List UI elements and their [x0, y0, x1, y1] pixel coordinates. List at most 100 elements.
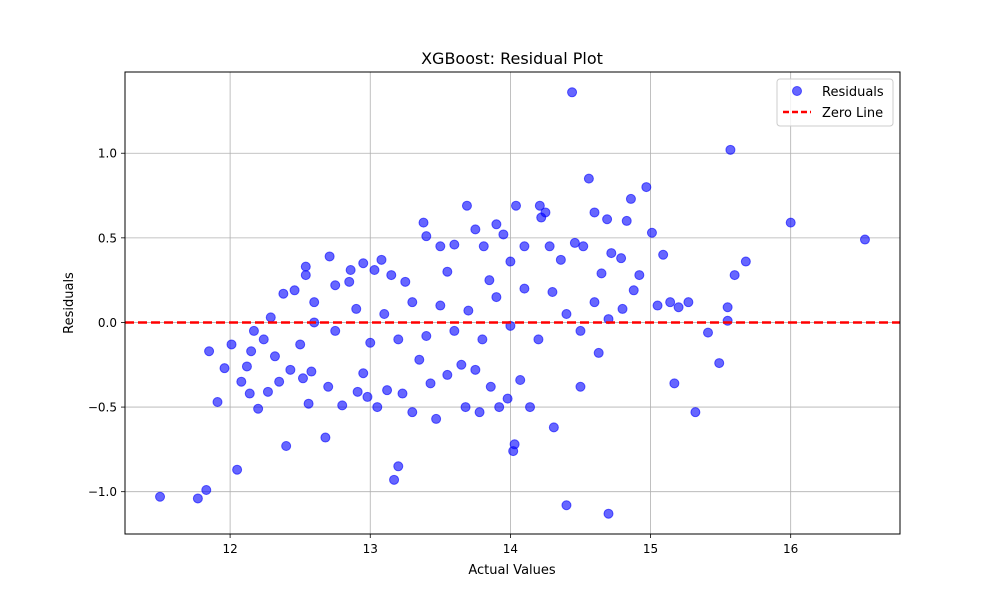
residual-point — [269, 351, 280, 362]
residual-point — [683, 297, 694, 308]
legend: Residuals Zero Line — [776, 78, 894, 127]
plot-frame — [124, 71, 901, 535]
residual-point — [449, 239, 460, 250]
residual-point — [485, 381, 496, 392]
residual-point — [400, 276, 411, 287]
residual-point — [358, 258, 369, 269]
residual-point — [703, 327, 714, 338]
residual-point — [155, 491, 166, 502]
legend-marker-residuals — [792, 86, 802, 96]
residual-point — [258, 334, 269, 345]
residual-point — [658, 249, 669, 260]
residual-point — [484, 275, 495, 286]
residual-point — [369, 265, 380, 275]
residual-point — [236, 376, 247, 387]
residual-point — [641, 182, 652, 193]
residual-point — [352, 386, 363, 397]
residual-point — [652, 300, 663, 311]
y-tick-label: 1.0 — [98, 147, 117, 161]
residual-point — [593, 347, 604, 358]
residual-point — [575, 325, 586, 336]
residual-point — [345, 265, 356, 275]
plot-area — [125, 72, 900, 534]
y-tick-label: 0.0 — [98, 316, 117, 330]
residual-point — [578, 241, 589, 252]
residual-point — [226, 339, 237, 350]
residual-point — [502, 393, 513, 404]
residual-point — [628, 285, 639, 296]
residual-point — [425, 378, 436, 389]
residual-point — [372, 402, 383, 413]
residual-point — [583, 173, 594, 184]
residual-point — [379, 309, 390, 319]
residual-point — [274, 376, 285, 387]
residual-point — [729, 270, 740, 281]
residual-point — [602, 214, 613, 225]
residual-point — [634, 270, 645, 281]
residual-point — [740, 256, 751, 267]
residual-point — [669, 378, 680, 389]
residual-point — [303, 398, 314, 409]
residual-point — [589, 297, 600, 308]
residual-point — [407, 407, 418, 418]
residual-point — [665, 297, 676, 308]
residual-point — [519, 283, 530, 294]
residual-point — [673, 302, 684, 313]
residual-point — [859, 234, 870, 245]
residual-point — [561, 500, 572, 511]
residual-point — [344, 276, 355, 287]
residual-point — [365, 337, 376, 348]
residual-point — [393, 334, 404, 345]
residual-point — [474, 407, 485, 418]
residual-point — [300, 261, 311, 272]
y-tick-label: 0.5 — [98, 231, 117, 245]
residual-point — [456, 359, 467, 370]
legend-label-residuals: Residuals — [822, 85, 884, 100]
residual-point — [525, 402, 536, 413]
residual-point — [509, 439, 520, 450]
residual-point — [491, 292, 502, 303]
residual-point — [435, 300, 446, 311]
grid-lines — [125, 72, 900, 534]
residual-point — [442, 266, 453, 277]
chart-title: XGBoost: Residual Plot — [421, 49, 603, 68]
residual-point — [617, 303, 628, 314]
y-tick-label: −1.0 — [88, 485, 117, 499]
residual-point — [435, 241, 446, 252]
residual-point — [575, 381, 586, 392]
residual-point — [262, 386, 273, 397]
residual-point — [204, 346, 215, 357]
residual-point — [337, 400, 348, 411]
residual-point — [414, 354, 425, 365]
residual-point — [548, 422, 559, 433]
residual-point — [431, 413, 442, 424]
residual-point — [646, 227, 657, 238]
residual-point — [324, 251, 335, 262]
residual-point — [265, 312, 276, 323]
residual-point — [449, 325, 460, 336]
residual-point — [561, 309, 572, 319]
residual-point — [421, 331, 432, 341]
y-tick-label: −0.5 — [88, 401, 117, 415]
residual-point — [278, 288, 289, 299]
residual-point — [212, 397, 223, 407]
residual-point — [461, 200, 472, 211]
residual-point — [470, 224, 481, 235]
residual-point — [219, 363, 230, 374]
scatter-points — [155, 87, 870, 519]
residual-point — [477, 334, 488, 345]
legend-box — [776, 78, 894, 127]
residual-point — [785, 217, 796, 228]
residual-point — [722, 315, 733, 326]
x-tick-label: 15 — [643, 542, 658, 556]
residual-point — [244, 388, 255, 399]
residual-point — [491, 219, 502, 230]
residual-point — [515, 375, 526, 385]
residual-point — [192, 493, 203, 504]
residual-point — [289, 285, 300, 296]
residual-point — [625, 193, 636, 204]
residual-point — [418, 217, 429, 228]
residual-point — [725, 144, 736, 155]
residual-point — [351, 303, 362, 314]
residual-point — [603, 508, 614, 519]
